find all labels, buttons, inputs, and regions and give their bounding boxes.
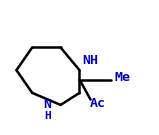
Text: H: H	[44, 111, 51, 121]
Text: Me: Me	[114, 71, 130, 84]
Text: N: N	[43, 98, 51, 111]
Text: Ac: Ac	[90, 97, 106, 110]
Text: NH: NH	[83, 54, 99, 67]
